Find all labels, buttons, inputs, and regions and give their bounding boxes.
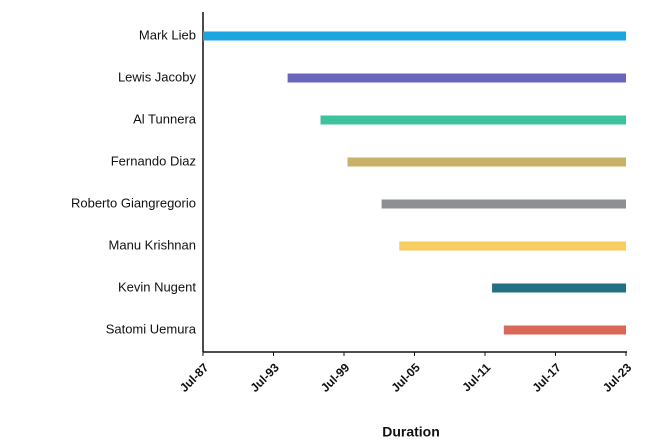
x-tick-label: Jul-93 [247, 360, 282, 395]
y-tick-label: Kevin Nugent [118, 279, 196, 294]
y-tick-label: Manu Krishnan [109, 237, 196, 252]
y-tick-label: Satomi Uemura [106, 321, 197, 336]
bar [503, 325, 626, 335]
x-tick-label: Jul-87 [177, 360, 212, 395]
bar [203, 31, 626, 41]
x-tick-label: Jul-99 [318, 360, 353, 395]
y-tick-label: Al Tunnera [133, 111, 197, 126]
x-tick-label: Jul-23 [600, 360, 635, 395]
bar [492, 283, 626, 293]
x-axis-label: Duration [382, 424, 440, 440]
bar [399, 241, 626, 251]
y-tick-label: Lewis Jacoby [118, 69, 197, 84]
bar [287, 73, 626, 83]
x-tick-label: Jul-11 [459, 360, 493, 394]
bar [347, 157, 626, 167]
bar [320, 115, 626, 125]
y-tick-label: Fernando Diaz [111, 153, 196, 168]
x-tick-label: Jul-05 [388, 360, 423, 395]
y-tick-label: Mark Lieb [139, 27, 196, 42]
y-tick-label: Roberto Giangregorio [71, 195, 196, 210]
x-tick-label: Jul-17 [529, 360, 564, 395]
bar [381, 199, 626, 209]
